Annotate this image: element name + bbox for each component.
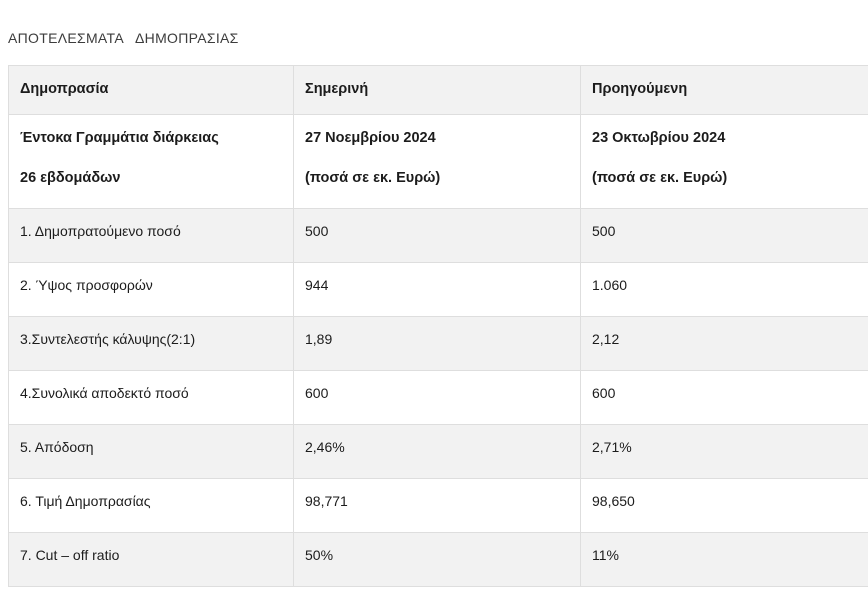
table-row: 5. Απόδοση 2,46% 2,71% (8, 424, 868, 479)
previous-auction-date: 23 Οκτωβρίου 2024 (592, 130, 726, 146)
row-current-cell: 98,771 (293, 478, 581, 533)
row-current-cell: 600 (293, 370, 581, 425)
subheader-current-date-cell: 27 Νοεμβρίου 2024 (ποσά σε εκ. Ευρώ) (293, 114, 581, 209)
instrument-name: Έντοκα Γραμμάτια διάρκειας (20, 130, 219, 146)
table-row: 7. Cut – off ratio 50% 11% (8, 532, 868, 587)
subheader-previous-date-cell: 23 Οκτωβρίου 2024 (ποσά σε εκ. Ευρώ) (580, 114, 868, 209)
column-header-auction: Δημοπρασία (8, 65, 294, 115)
table-subheader-row: Έντοκα Γραμμάτια διάρκειας 26 εβδομάδων … (8, 114, 868, 209)
row-current-cell: 944 (293, 262, 581, 317)
row-label-cell: 5. Απόδοση (8, 424, 294, 479)
page-title: ΑΠΟΤΕΛΕΣΜΑΤΑ ΔΗΜΟΠΡΑΣΙΑΣ (8, 30, 239, 46)
auction-results-table: Δημοπρασία Σημερινή Προηγούμενη Έντοκα Γ… (8, 65, 868, 587)
table-header-row: Δημοπρασία Σημερινή Προηγούμενη (8, 65, 868, 115)
row-previous-cell: 600 (580, 370, 868, 425)
table-row: 3.Συντελεστής κάλυψης(2:1) 1,89 2,12 (8, 316, 868, 371)
row-previous-cell: 2,12 (580, 316, 868, 371)
row-current-cell: 50% (293, 532, 581, 587)
row-label-cell: 4.Συνολικά αποδεκτό ποσό (8, 370, 294, 425)
row-previous-cell: 1.060 (580, 262, 868, 317)
instrument-duration: 26 εβδομάδων (20, 170, 121, 186)
row-previous-cell: 98,650 (580, 478, 868, 533)
row-label-cell: 3.Συντελεστής κάλυψης(2:1) (8, 316, 294, 371)
row-label-cell: 7. Cut – off ratio (8, 532, 294, 587)
row-current-cell: 2,46% (293, 424, 581, 479)
column-header-current: Σημερινή (293, 65, 581, 115)
table-row: 6. Τιμή Δημοπρασίας 98,771 98,650 (8, 478, 868, 533)
column-header-previous: Προηγούμενη (580, 65, 868, 115)
data-rows: 1. Δημοπρατούμενο ποσό 500 500 2. Ύψος π… (8, 208, 868, 587)
subheader-instrument-cell: Έντοκα Γραμμάτια διάρκειας 26 εβδομάδων (8, 114, 294, 209)
table-row: 2. Ύψος προσφορών 944 1.060 (8, 262, 868, 317)
row-label-cell: 2. Ύψος προσφορών (8, 262, 294, 317)
previous-amount-unit: (ποσά σε εκ. Ευρώ) (592, 170, 728, 186)
row-previous-cell: 11% (580, 532, 868, 587)
table-row: 4.Συνολικά αποδεκτό ποσό 600 600 (8, 370, 868, 425)
row-previous-cell: 2,71% (580, 424, 868, 479)
row-current-cell: 500 (293, 208, 581, 263)
table-row: 1. Δημοπρατούμενο ποσό 500 500 (8, 208, 868, 263)
row-label-cell: 1. Δημοπρατούμενο ποσό (8, 208, 294, 263)
current-auction-date: 27 Νοεμβρίου 2024 (305, 130, 436, 146)
row-previous-cell: 500 (580, 208, 868, 263)
current-amount-unit: (ποσά σε εκ. Ευρώ) (305, 170, 441, 186)
row-label-cell: 6. Τιμή Δημοπρασίας (8, 478, 294, 533)
row-current-cell: 1,89 (293, 316, 581, 371)
